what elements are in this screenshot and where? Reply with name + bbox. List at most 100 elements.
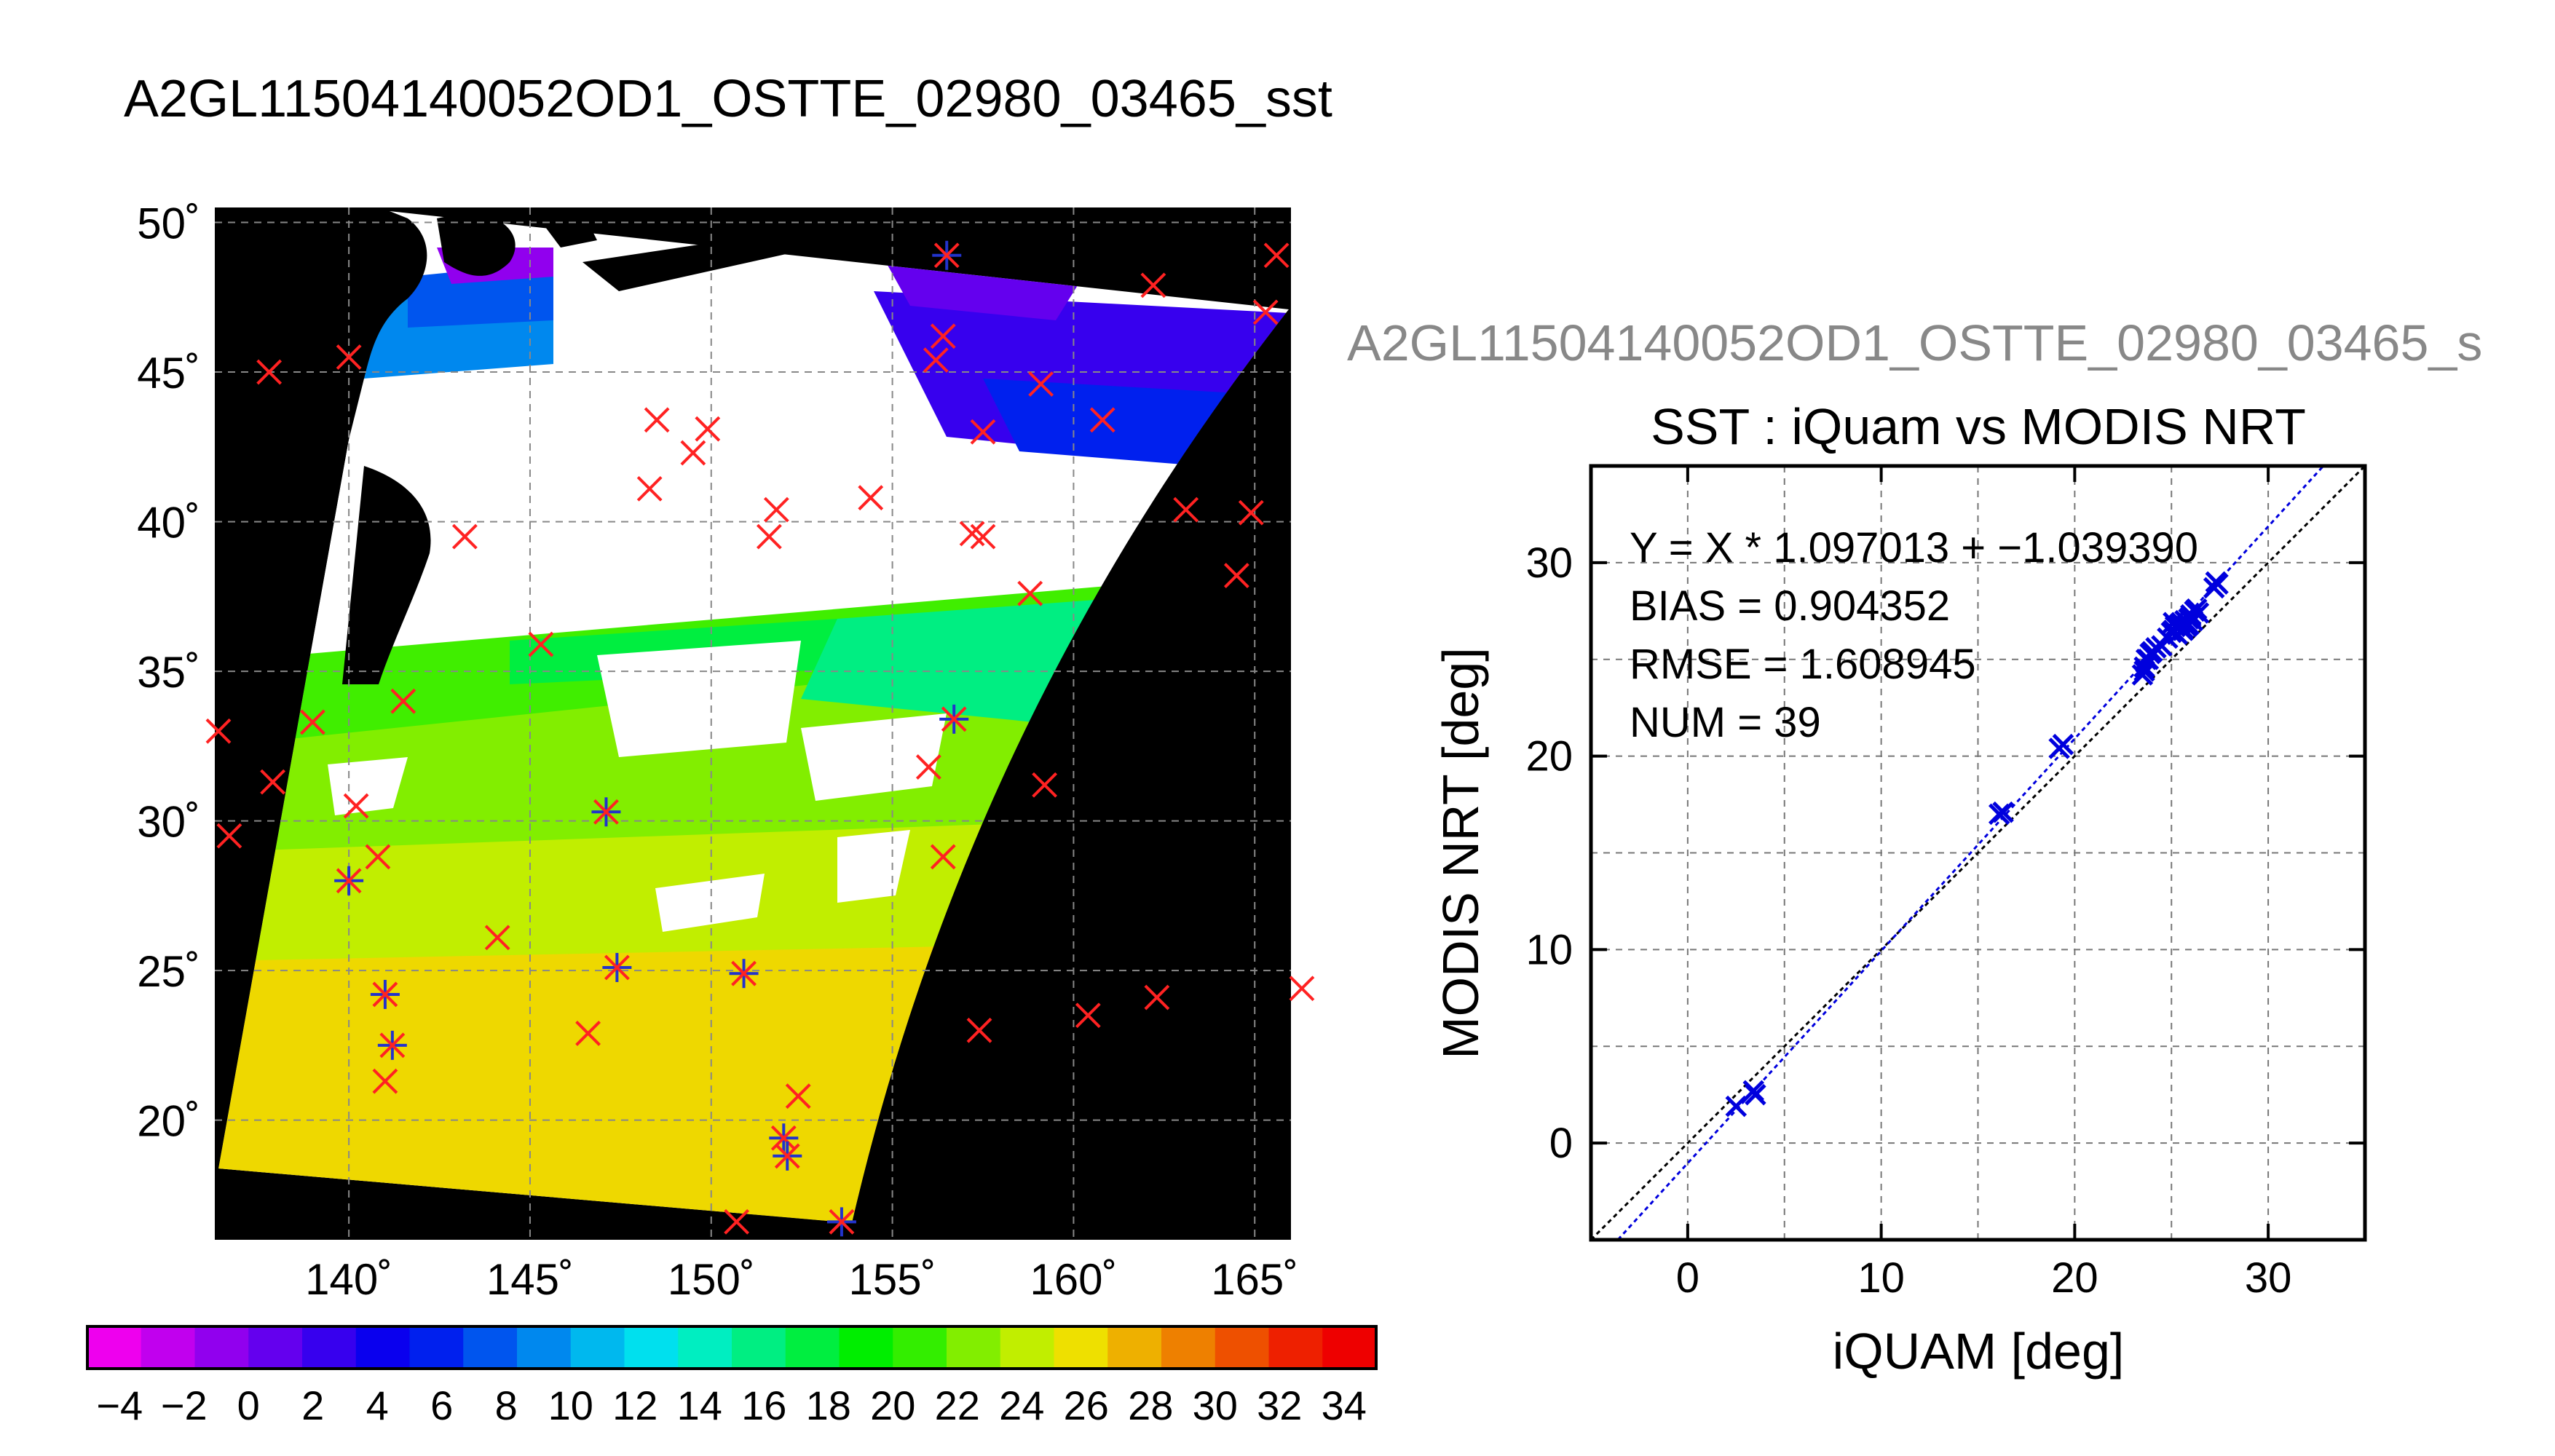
buoy-marker [695, 416, 721, 442]
longitude-label: 150˚ [668, 1255, 755, 1304]
sst-patch [218, 910, 947, 1223]
colorbar-label: 14 [677, 1382, 722, 1428]
buoy-marker [1140, 272, 1166, 298]
buoy-match-marker [602, 952, 632, 982]
stat-annotation: BIAS = 0.904352 [1630, 582, 1950, 630]
buoy-marker [299, 709, 325, 735]
buoy-marker [390, 688, 416, 714]
buoy-marker [1144, 984, 1170, 1010]
buoy-match-marker [939, 704, 969, 734]
colorbar-label: 10 [548, 1382, 593, 1428]
buoy-marker [216, 823, 242, 849]
cloud-patch [597, 641, 801, 757]
buoy-marker [915, 754, 941, 780]
colorbar-label: 12 [612, 1382, 657, 1428]
buoy-marker [644, 407, 670, 433]
buoy-marker [763, 496, 789, 523]
colorbar-label: 20 [870, 1382, 915, 1428]
buoy-marker [1075, 1002, 1101, 1029]
buoy-marker [966, 1017, 992, 1043]
colorbar-cell [1161, 1326, 1216, 1369]
y-tick-label: 30 [1525, 539, 1573, 587]
latitude-labels: 50˚ 45˚ 40˚ 35˚ 30˚ 25˚ 20˚ [137, 199, 200, 1146]
buoy-match-marker [377, 1030, 407, 1060]
scatter-point [1742, 1080, 1764, 1102]
x-tick-label: 30 [2245, 1254, 2292, 1302]
buoy-marker [1017, 580, 1043, 606]
x-tick-label: 0 [1676, 1254, 1699, 1302]
scatter-grid [1591, 466, 2365, 1240]
buoy-marker [1173, 496, 1199, 523]
buoy-marker [1223, 563, 1249, 588]
sst-patch [983, 379, 1238, 466]
colorbar-cell [409, 1326, 465, 1369]
buoy-match-marker [729, 959, 759, 989]
latitude-label: 30˚ [137, 798, 200, 847]
scatter-title: SST : iQuam vs MODIS NRT [1651, 398, 2306, 455]
buoy-match-marker [370, 979, 400, 1009]
buoy-marker [256, 359, 283, 385]
buoy-marker [484, 925, 510, 951]
buoy-match-marker [334, 866, 364, 895]
colorbar-label: 16 [741, 1382, 786, 1428]
colorbar-cell [1215, 1326, 1270, 1369]
colorbar-label: 26 [1064, 1382, 1109, 1428]
buoy-marker [451, 523, 478, 550]
buoy-marker [923, 347, 949, 373]
map-graticule [215, 207, 1291, 1240]
colorbar: −4 −2 0 2 4 6 8 10 12 14 16 18 20 22 24 26 28 30 32 34 [86, 1325, 1378, 1428]
longitude-label: 160˚ [1030, 1255, 1117, 1304]
colorbar-label: 2 [301, 1382, 324, 1428]
colorbar-cell [1054, 1326, 1109, 1369]
buoy-marker [365, 844, 391, 870]
colorbar-cell [678, 1326, 732, 1369]
scatter-frame [1589, 464, 2367, 1242]
colorbar-cell [141, 1326, 196, 1369]
colorbar-cell [732, 1326, 786, 1369]
buoy-marker [858, 485, 884, 511]
scatter-point [2205, 571, 2227, 593]
buoy-marker [756, 523, 782, 550]
buoy-marker [1028, 371, 1054, 397]
colorbar-cell [570, 1326, 625, 1369]
scatter-ylabel: MODIS NRT [deg] [1432, 647, 1489, 1059]
colorbar-cell [355, 1326, 411, 1369]
buoy-match-marker [591, 797, 621, 827]
longitude-label: 145˚ [486, 1255, 574, 1304]
latitude-label: 25˚ [137, 947, 200, 996]
colorbar-label: 30 [1193, 1382, 1238, 1428]
colorbar-label: 28 [1128, 1382, 1173, 1428]
colorbar-cell [248, 1326, 303, 1369]
scatter-lines [1591, 466, 2365, 1240]
latitude-label: 20˚ [137, 1097, 200, 1146]
map-markers [205, 240, 1315, 1237]
scatter-point [2178, 614, 2200, 636]
buoy-marker [260, 769, 286, 795]
buoy-match-marker [932, 240, 962, 270]
colorbar-cell [785, 1326, 840, 1369]
y-tick-label: 20 [1525, 733, 1573, 780]
colorbar-label: 24 [999, 1382, 1044, 1428]
longitude-label: 155˚ [849, 1255, 936, 1304]
latitude-label: 50˚ [137, 199, 200, 248]
stat-annotation: RMSE = 1.608945 [1630, 641, 1976, 688]
scatter-point [1725, 1095, 1748, 1117]
colorbar-cell [302, 1326, 357, 1369]
buoy-marker [372, 1068, 398, 1094]
colorbar-cell [463, 1326, 518, 1369]
buoy-marker [336, 344, 362, 370]
buoy-marker [1289, 976, 1315, 1002]
colorbar-label: 34 [1322, 1382, 1367, 1428]
buoy-marker [1252, 299, 1279, 325]
colorbar-label: 8 [495, 1382, 518, 1428]
fit-line [1616, 466, 2325, 1240]
colorbar-label: −2 [161, 1382, 208, 1428]
longitude-labels: 140˚ 145˚ 150˚ 155˚ 160˚ 165˚ [305, 1255, 1298, 1304]
colorbar-cell [1107, 1326, 1162, 1369]
cloud-patch [837, 830, 910, 903]
buoy-marker [343, 793, 369, 819]
colorbar-cell [194, 1326, 250, 1369]
cloud-patch [801, 713, 947, 801]
colorbar-frame [86, 1325, 1378, 1370]
x-tick-label: 10 [1857, 1254, 1905, 1302]
